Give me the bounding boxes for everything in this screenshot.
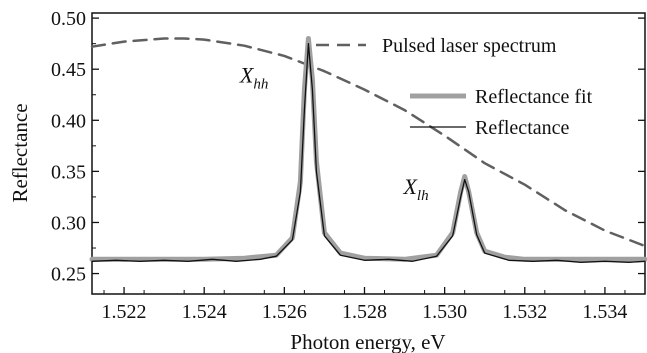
legend-label-reflectance-fit: Reflectance fit <box>475 86 593 108</box>
x-tick-label: 1.530 <box>422 301 467 323</box>
series-layer <box>89 36 647 263</box>
x-tick-label: 1.534 <box>582 301 627 323</box>
x-tick-label: 1.526 <box>262 301 307 323</box>
x-tick-label: 1.528 <box>342 301 387 323</box>
series-line-0 <box>90 37 647 248</box>
x-tick-label: 1.522 <box>102 301 147 323</box>
y-ticks: 0.25 0.30 0.35 0.40 0.45 0.50 <box>51 8 645 286</box>
annotations: Xhh Xlh <box>239 62 429 203</box>
legend-label-pulsed-laser: Pulsed laser spectrum <box>382 35 557 57</box>
series-line-2 <box>91 43 646 263</box>
plot-frame <box>91 12 646 295</box>
y-tick-label: 0.35 <box>51 161 86 183</box>
y-tick-label: 0.25 <box>51 264 86 286</box>
x-tick-label: 1.524 <box>182 301 227 323</box>
plot-area: 1.522 1.524 1.526 1.528 1.530 1.532 1.534 0.25… <box>51 8 647 323</box>
exciton-label-hh: Xhh <box>239 62 268 92</box>
x-ticks: 1.522 1.524 1.526 1.528 1.530 1.532 1.534 <box>102 287 627 323</box>
y-tick-label: 0.45 <box>51 59 86 81</box>
y-axis-title: Reflectance <box>8 103 32 202</box>
x-tick-label: 1.532 <box>502 301 547 323</box>
legend-label-reflectance: Reflectance <box>475 117 569 139</box>
y-tick-label: 0.40 <box>51 110 86 132</box>
y-tick-label: 0.50 <box>51 8 86 30</box>
y-tick-label: 0.30 <box>51 212 86 234</box>
exciton-label-lh: Xlh <box>402 174 428 204</box>
legend: Pulsed laser spectrum Reflectance fit Re… <box>316 35 593 139</box>
series-line-1 <box>89 36 647 262</box>
x-axis-title: Photon energy, eV <box>290 330 445 353</box>
